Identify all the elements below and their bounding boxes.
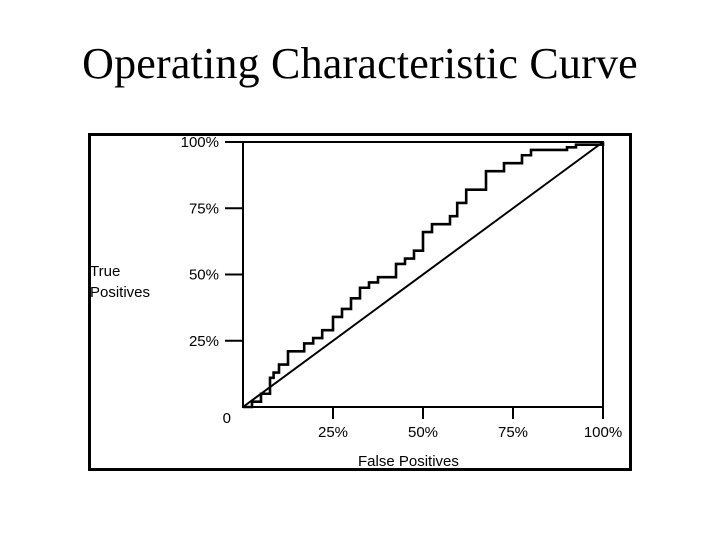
x-tick-label: 25%: [318, 424, 348, 441]
y-axis-label-line-2: Positives: [90, 284, 150, 301]
roc-chart: 25% 50% 75% 100% 0 25% 50% 75% 100% False Positi…: [88, 133, 632, 471]
x-axis-label: False Positives: [358, 453, 459, 470]
slide-title: Operating Characteristic Curve: [82, 39, 638, 88]
y-tick-label: 100%: [181, 134, 219, 151]
x-tick-label: 50%: [408, 424, 438, 441]
figure-frame: [88, 133, 632, 471]
origin-label: 0: [223, 410, 231, 427]
y-tick-label: 50%: [189, 267, 219, 284]
roc-chart-figure: 25% 50% 75% 100% 0 25% 50% 75% 100% False Positi…: [88, 133, 632, 471]
y-axis-label-line-1: True: [90, 263, 120, 280]
x-tick-label: 75%: [498, 424, 528, 441]
y-tick-label: 25%: [189, 333, 219, 350]
y-tick-label: 75%: [189, 200, 219, 217]
roc-curve-line: [243, 142, 605, 409]
x-tick-label: 100%: [584, 424, 622, 441]
series-layer: [242, 141, 605, 409]
chance-diagonal-line: [242, 141, 604, 408]
tick-layer: 25% 50% 75% 100% 0 25% 50% 75% 100%: [181, 134, 623, 441]
